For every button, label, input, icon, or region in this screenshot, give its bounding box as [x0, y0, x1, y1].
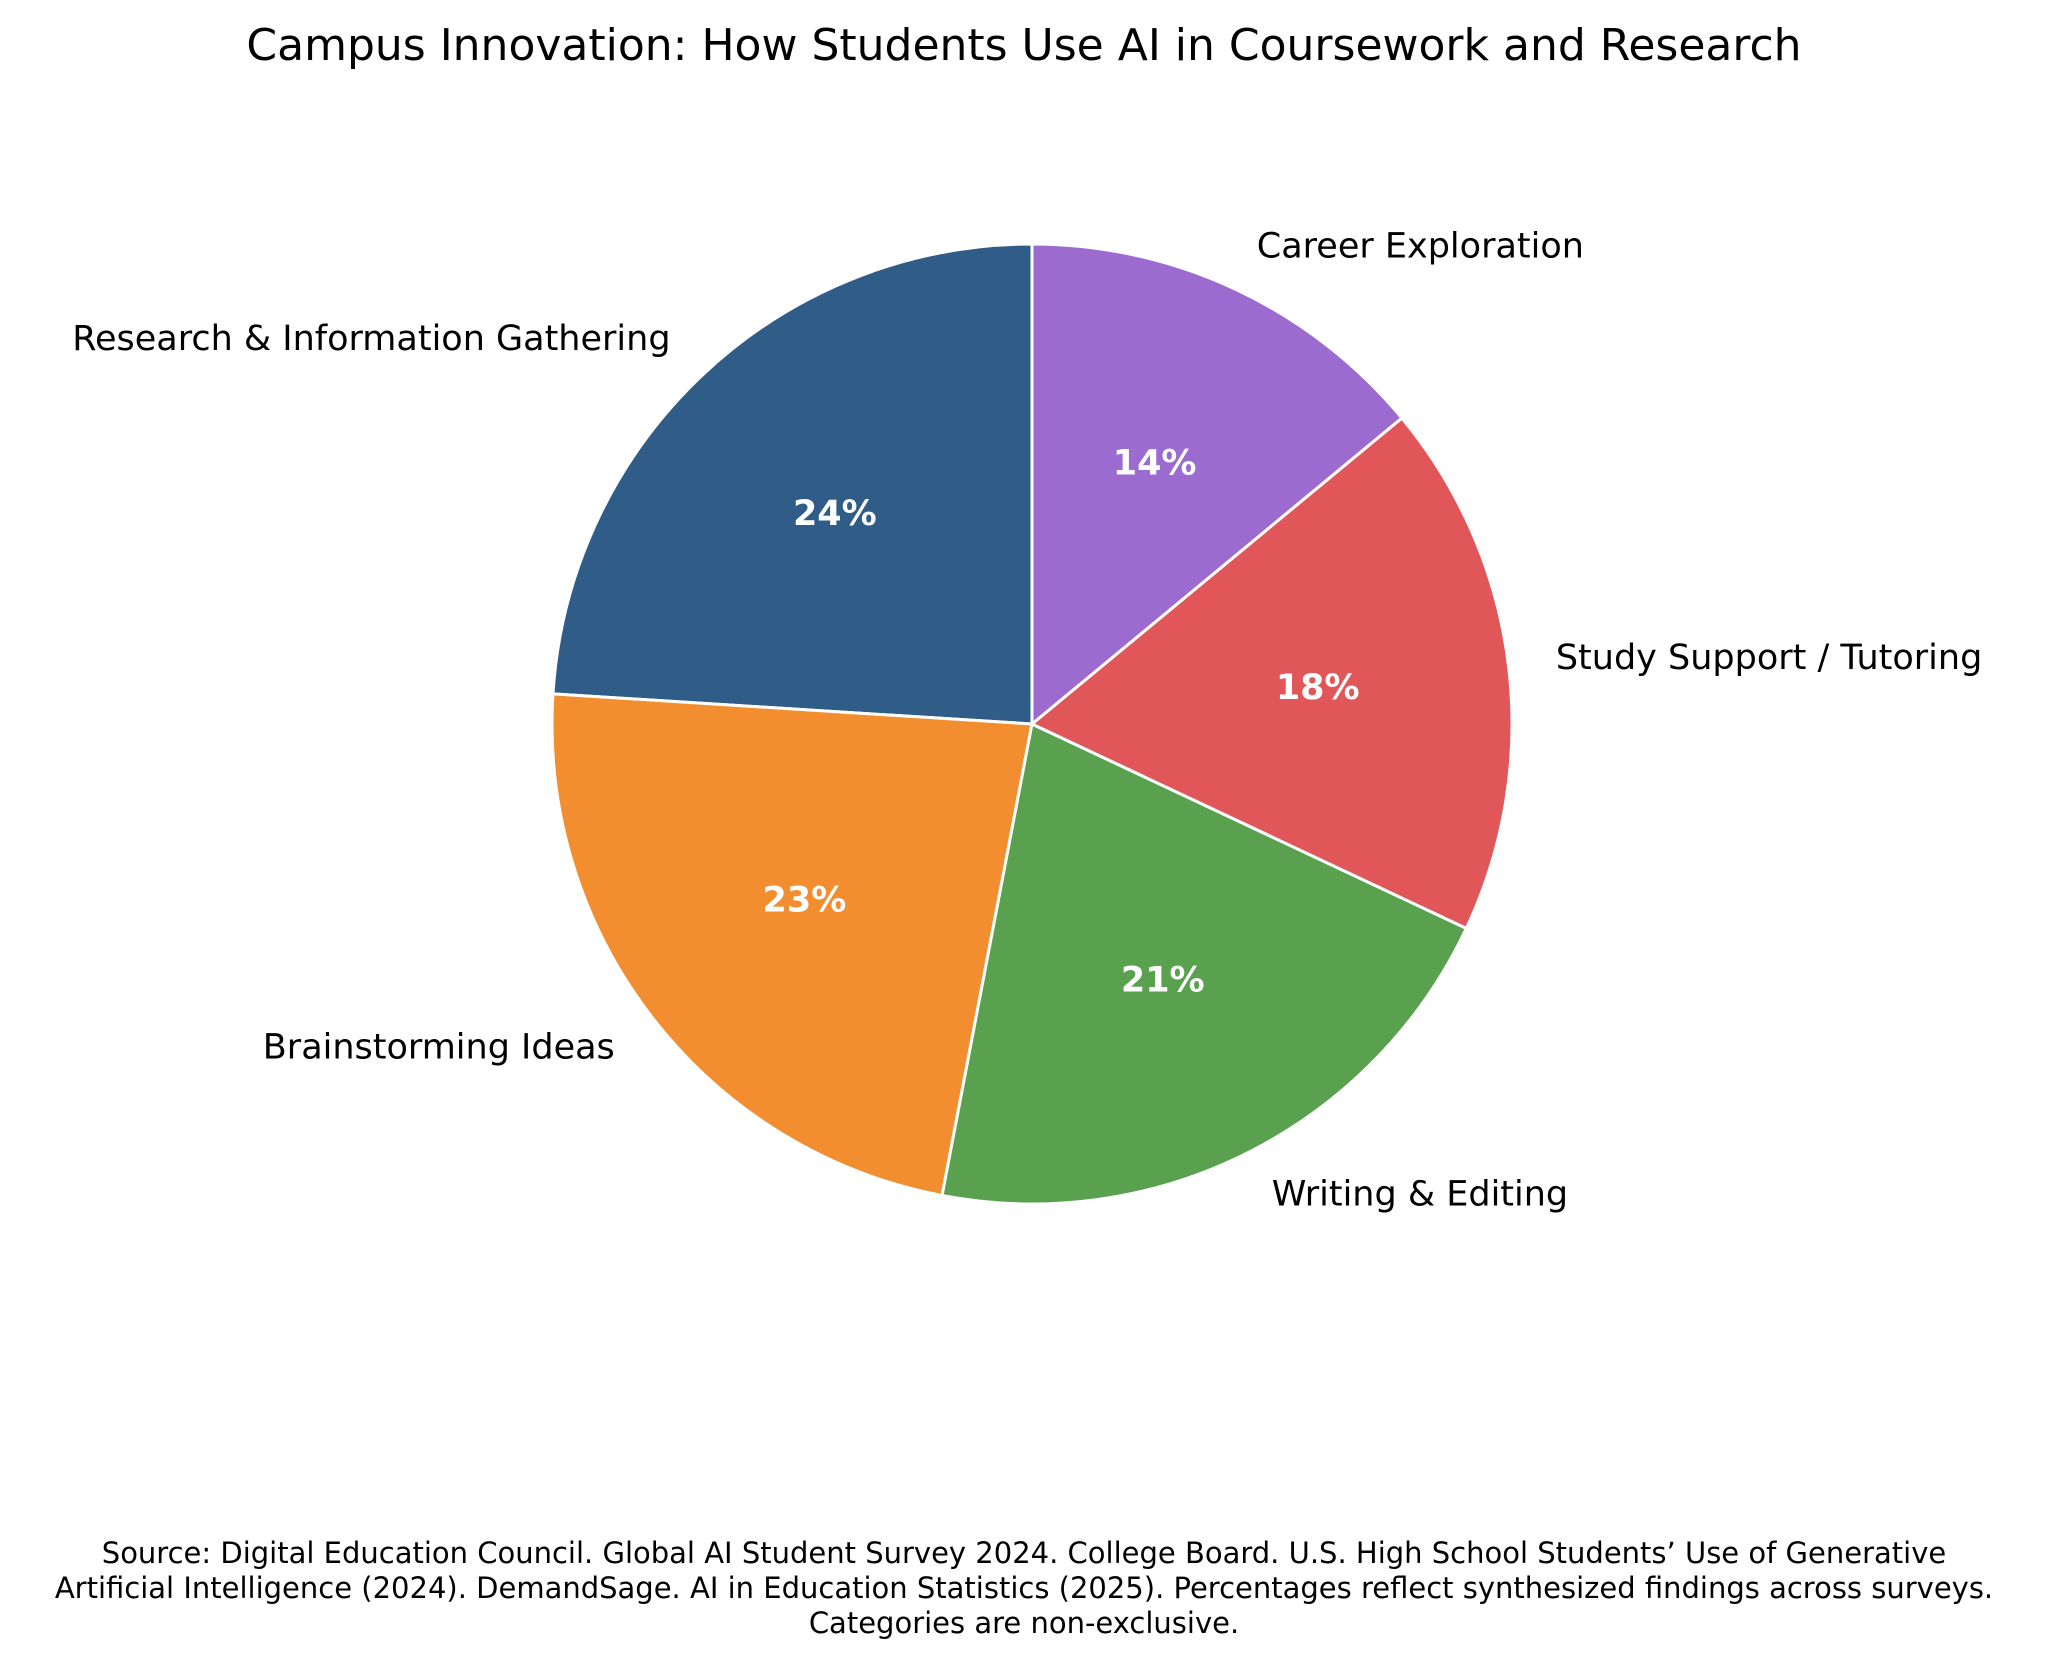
category-label-career-exploration: Career Exploration [1257, 226, 1584, 266]
slice-writing-editing [940, 722, 1468, 1206]
category-label-study-support-tutoring: Study Support / Tutoring [1556, 638, 1982, 678]
pct-label-career-exploration: 14% [1113, 443, 1197, 483]
pct-label-brainstorming-ideas: 23% [763, 881, 847, 921]
slice-study-support-tutoring [1030, 416, 1514, 930]
pct-label-study-support-tutoring: 18% [1276, 668, 1360, 708]
pct-label-research-information-gathering: 24% [793, 494, 877, 534]
slice-brainstorming-ideas [550, 692, 1034, 1197]
slice-research-information-gathering [551, 242, 1034, 726]
slice-labels: 24% Research & Information Gathering 23% Br… [72, 226, 1982, 1214]
chart-title: Campus Innovation: How Students Use AI i… [246, 20, 1801, 71]
pct-label-writing-editing: 21% [1121, 961, 1205, 1001]
source-note: Source: Digital Education Council. Globa… [54, 1536, 1994, 1640]
slice-career-exploration [1030, 242, 1404, 726]
category-label-research-information-gathering: Research & Information Gathering [72, 319, 670, 359]
category-label-writing-editing: Writing & Editing [1272, 1174, 1568, 1214]
pie-slices [550, 242, 1514, 1206]
category-label-brainstorming-ideas: Brainstorming Ideas [263, 1028, 615, 1068]
